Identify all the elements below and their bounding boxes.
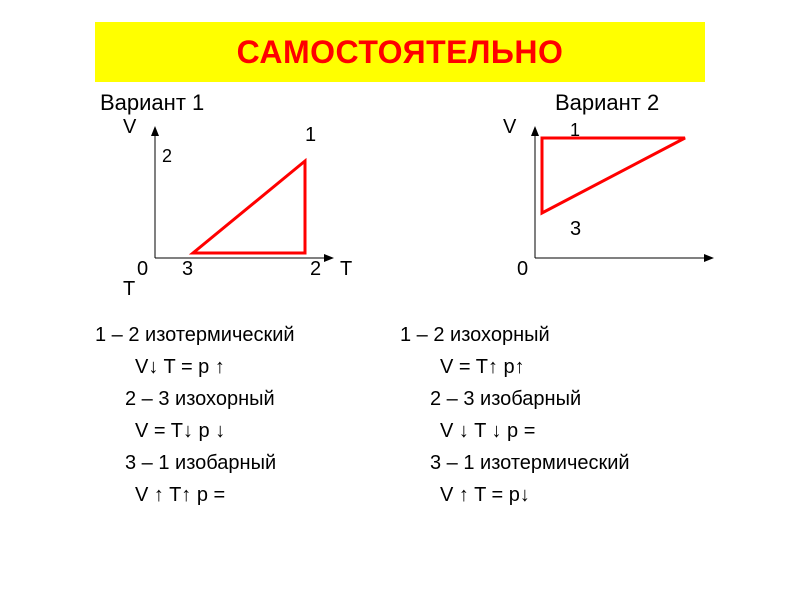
v2-process1-formula: V = T↑ p↑ — [400, 352, 680, 382]
graph2-origin: 0 — [517, 258, 528, 281]
graph2-point1: 1 — [570, 120, 580, 141]
title-bar: САМОСТОЯТЕЛЬНО — [95, 22, 705, 82]
v1-process3-label: 3 – 1 изобарный — [95, 448, 375, 478]
v1-process2-label: 2 – 3 изохорный — [95, 384, 375, 414]
graph1-origin: 0 — [137, 258, 148, 281]
variant2-header: Вариант 2 — [555, 90, 659, 116]
processes2: 1 – 2 изохорный V = T↑ p↑ 2 – 3 изобарны… — [400, 320, 680, 512]
v1-process3-formula: V ↑ T↑ p = — [95, 480, 375, 510]
variant1-header: Вариант 1 — [100, 90, 204, 116]
v1-process1-label: 1 – 2 изотермический — [95, 320, 375, 350]
graph1-point2: 2 — [162, 146, 172, 167]
title-text: САМОСТОЯТЕЛЬНО — [237, 34, 564, 71]
graph2-point3: 3 — [570, 218, 581, 241]
v2-process3-label: 3 – 1 изотермический — [400, 448, 680, 478]
graph1-point3: 3 — [182, 258, 193, 281]
processes1: 1 – 2 изотермический V↓ T = p ↑ 2 – 3 из… — [95, 320, 375, 512]
graph1-x-label2: T — [123, 278, 135, 301]
v1-process2-formula: V = T↓ p ↓ — [95, 416, 375, 446]
v2-process2-label: 2 – 3 изобарный — [400, 384, 680, 414]
graph1-container: V 1 2 0 3 2 T T — [130, 118, 350, 293]
graph1-point1: 1 — [305, 124, 316, 147]
v2-process2-formula: V ↓ T ↓ p = — [400, 416, 680, 446]
v2-process3-formula: V ↑ T = p↓ — [400, 480, 680, 510]
graph1-extra2: 2 — [310, 258, 321, 281]
graph2-container: V 1 3 0 — [510, 118, 730, 293]
v1-process1-formula: V↓ T = p ↑ — [95, 352, 375, 382]
graph1-y-label: V — [123, 116, 136, 139]
graph2-svg — [510, 118, 730, 293]
graph2-y-label: V — [503, 116, 516, 139]
v2-process1-label: 1 – 2 изохорный — [400, 320, 680, 350]
graph1-x-label: T — [340, 258, 352, 281]
